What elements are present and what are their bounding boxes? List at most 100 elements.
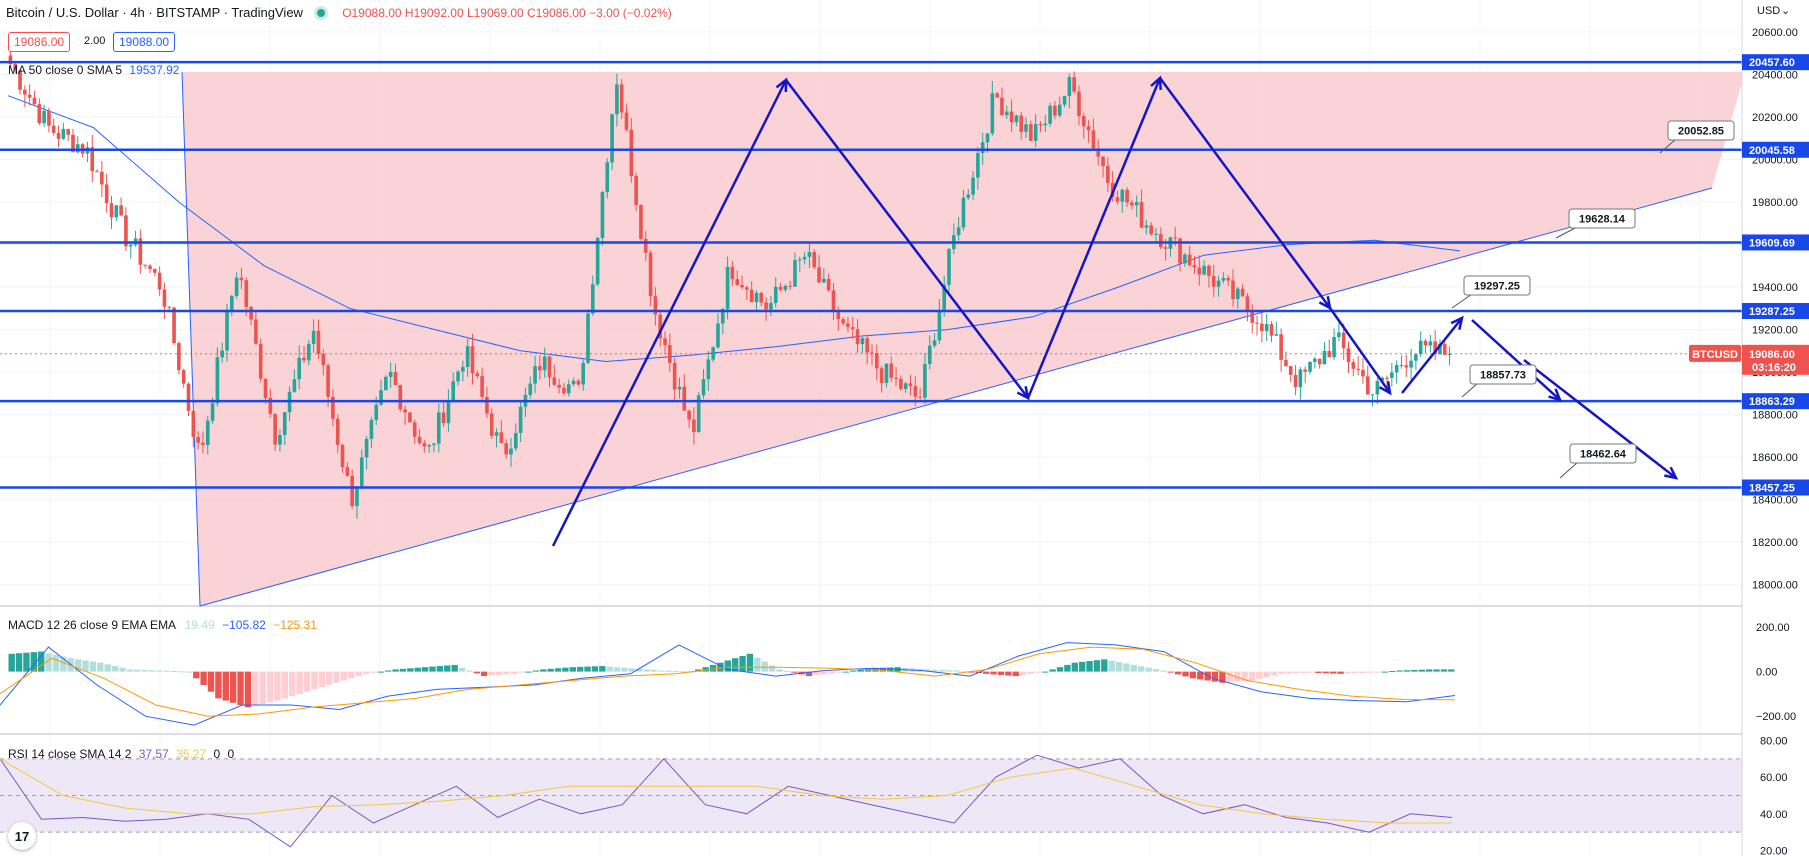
candle-body [841, 319, 845, 324]
candle-body [749, 289, 754, 303]
candle-body [485, 396, 489, 414]
candle-body [42, 110, 46, 124]
level-price-tag [1742, 54, 1809, 71]
macd-histogram-bar [281, 671, 289, 699]
candle-body [1447, 353, 1452, 355]
candle-body [1029, 124, 1033, 141]
ma-indicator-label[interactable]: MA 50 close 0 SMA 5 19537.92 [8, 63, 179, 77]
candle-body [1332, 337, 1336, 358]
candle-body [1240, 288, 1245, 297]
tradingview-logo[interactable]: 17 [8, 822, 36, 850]
macd-histogram-bar [665, 670, 672, 672]
candle-body [1322, 350, 1327, 365]
candle-body [1308, 361, 1312, 372]
candle-body [677, 386, 682, 390]
macd-indicator-label[interactable]: MACD 12 26 close 9 EMA EMA 19.49 −105.82… [8, 618, 317, 632]
candle-body [1183, 254, 1187, 264]
axis-background [1742, 0, 1809, 856]
candle-body [1346, 348, 1351, 363]
candle-body [701, 379, 706, 396]
macd-histogram-bar [30, 652, 38, 672]
candle-body [706, 359, 711, 380]
rsi-value: 37.57 [138, 747, 169, 761]
support-resistance-levels [0, 60, 1742, 489]
candle-body [311, 330, 316, 344]
price-tick-label: 19400.00 [1752, 282, 1798, 294]
macd-tick-label: 200.00 [1756, 622, 1790, 634]
bid-price[interactable]: 19086.00 [8, 32, 71, 52]
macd-histogram-bar [392, 669, 399, 672]
macd-histogram-bar [1211, 671, 1219, 682]
macd-pane [0, 642, 1456, 726]
macd-histogram-bar [1219, 671, 1226, 683]
candle-body [855, 329, 860, 345]
macd-histogram-bar [148, 670, 156, 672]
candle-body [783, 285, 788, 290]
level-price-tag-text: 18863.29 [1749, 396, 1795, 408]
candle-body [273, 413, 277, 445]
last-price-tag-text: 19086.00 [1749, 349, 1795, 361]
symbol-title[interactable]: Bitcoin / U.S. Dollar · 4h · BITSTAMP · … [6, 5, 303, 21]
callout-pointer [1659, 138, 1677, 154]
macd-line [0, 642, 1456, 726]
level-price-tag-text: 19287.25 [1749, 306, 1795, 318]
macd-histogram-bar [938, 669, 946, 672]
macd-histogram-bar [1374, 671, 1381, 673]
candle-body [307, 343, 311, 361]
candle-body [210, 403, 215, 421]
trend-arrows [551, 75, 1679, 547]
candle-body [1038, 124, 1043, 126]
trend-arrow [551, 79, 788, 547]
candle-body [1149, 225, 1153, 235]
candle-body [263, 378, 268, 398]
price-tick-label: 19800.00 [1752, 197, 1798, 209]
candle-body [648, 252, 653, 297]
macd-histogram-bar [1440, 669, 1448, 672]
market-status-dot [316, 8, 325, 17]
candle-body [884, 363, 889, 384]
candle-body [162, 289, 167, 307]
macd-histogram-bar [1337, 671, 1344, 674]
candle-body [489, 413, 494, 436]
macd-histogram-bar [488, 671, 495, 676]
macd-histogram-bar [473, 671, 480, 674]
candle-body [586, 313, 590, 363]
candle-body [600, 192, 605, 238]
candle-body [1260, 323, 1264, 332]
macd-histogram-bar [178, 671, 185, 673]
candle-body [181, 370, 186, 384]
callout-box [1463, 275, 1531, 296]
candle-body [1139, 201, 1144, 228]
candle-body [860, 338, 865, 345]
candle-body [1385, 377, 1389, 379]
macd-histogram-bar [576, 666, 584, 672]
candle-body [446, 400, 451, 424]
candle-body [359, 457, 364, 487]
price-axis[interactable]: USD ⌄ 18000.00 18200.00 18400.00 18600.00 1880… [1689, 0, 1809, 856]
candle-body [461, 367, 465, 372]
price-tick-label: 18600.00 [1752, 452, 1798, 464]
macd-histogram-bar [1329, 671, 1337, 674]
macd-histogram-bar [274, 671, 281, 701]
macd-histogram-bar [193, 671, 200, 679]
candle-body [682, 386, 687, 411]
candle-body [436, 412, 441, 444]
candle-body [100, 171, 104, 185]
macd-histogram-bar [1425, 669, 1433, 672]
candle-body [1394, 364, 1399, 373]
candle-body [1062, 96, 1067, 105]
trend-arrowhead [1378, 380, 1392, 396]
rsi-indicator-label[interactable]: RSI 14 close SMA 14 2 37.57 35.27 0 0 [8, 747, 234, 761]
macd-histogram-bar [754, 657, 761, 672]
ask-price[interactable]: 19088.00 [113, 32, 176, 52]
candle-body [148, 265, 152, 270]
candle-body [942, 284, 946, 310]
candle-body [499, 432, 504, 444]
macd-histogram-bar [835, 671, 842, 673]
candle-body [1125, 189, 1129, 203]
candle-body [71, 134, 75, 153]
macd-histogram-bar [1138, 666, 1145, 672]
macd-histogram-bar [983, 671, 990, 674]
candle-body [1255, 322, 1259, 324]
